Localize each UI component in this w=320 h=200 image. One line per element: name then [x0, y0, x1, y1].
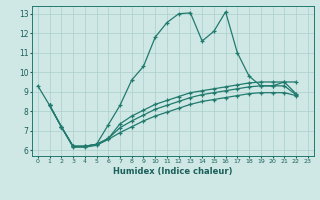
X-axis label: Humidex (Indice chaleur): Humidex (Indice chaleur): [113, 167, 233, 176]
